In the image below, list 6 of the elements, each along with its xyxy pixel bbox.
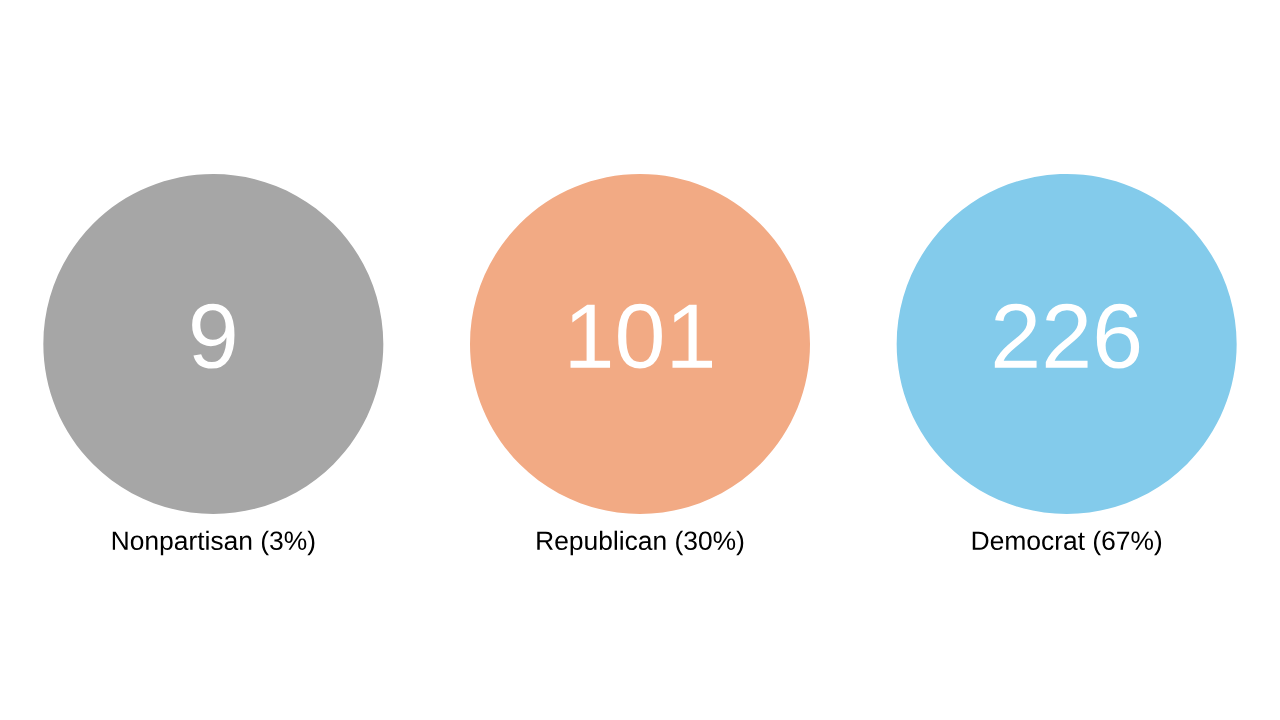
category-label: Nonpartisan (3%) <box>112 530 315 556</box>
data-label: 101 <box>570 303 712 369</box>
data-label: 9 <box>192 303 235 369</box>
data-label: 226 <box>994 303 1140 369</box>
category-label: Republican (30%) <box>537 530 744 556</box>
category-label: Democrat (67%) <box>972 530 1162 556</box>
